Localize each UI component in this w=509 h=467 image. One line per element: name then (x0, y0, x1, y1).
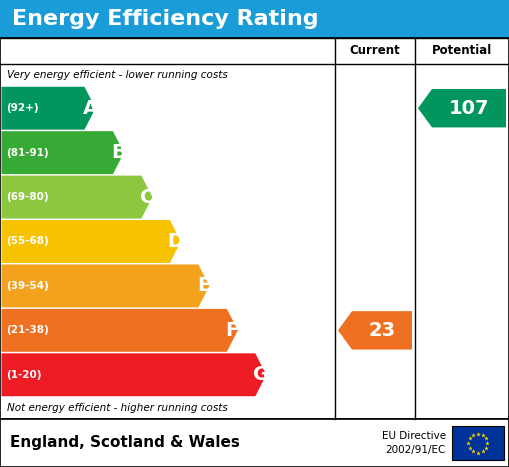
Text: G: G (253, 365, 269, 384)
Polygon shape (2, 87, 96, 130)
Polygon shape (338, 311, 412, 350)
Bar (0, 419, 509, 467)
Text: England, Scotland & Wales: England, Scotland & Wales (10, 436, 240, 451)
Polygon shape (2, 176, 152, 219)
Polygon shape (2, 131, 124, 174)
Text: E: E (197, 276, 211, 296)
Text: Energy Efficiency Rating: Energy Efficiency Rating (12, 9, 319, 29)
Text: (92+): (92+) (7, 103, 39, 113)
Polygon shape (2, 220, 181, 263)
Text: 23: 23 (369, 321, 395, 340)
Text: (1-20): (1-20) (7, 370, 42, 380)
Text: F: F (225, 321, 239, 340)
Text: B: B (111, 143, 126, 162)
Text: A: A (82, 99, 98, 118)
Polygon shape (418, 89, 506, 127)
Polygon shape (2, 309, 238, 352)
Text: (21-38): (21-38) (7, 325, 49, 335)
Text: Current: Current (350, 44, 401, 57)
Polygon shape (2, 354, 266, 396)
Bar (0, 38, 509, 419)
Text: EU Directive
2002/91/EC: EU Directive 2002/91/EC (382, 432, 446, 454)
Text: 107: 107 (449, 99, 489, 118)
Text: C: C (140, 188, 154, 206)
Bar (452, 426, 504, 460)
Text: D: D (167, 232, 183, 251)
Text: Not energy efficient - higher running costs: Not energy efficient - higher running co… (7, 403, 228, 413)
Text: (39-54): (39-54) (7, 281, 49, 291)
Text: (55-68): (55-68) (7, 236, 49, 247)
Text: (81-91): (81-91) (7, 148, 49, 158)
Polygon shape (2, 264, 209, 307)
Text: Very energy efficient - lower running costs: Very energy efficient - lower running co… (7, 70, 228, 80)
Text: Potential: Potential (432, 44, 492, 57)
Bar (0, 0, 509, 38)
Text: (69-80): (69-80) (7, 192, 49, 202)
